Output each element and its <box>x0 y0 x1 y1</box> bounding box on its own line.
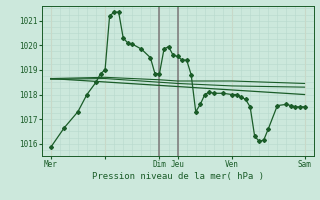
X-axis label: Pression niveau de la mer( hPa ): Pression niveau de la mer( hPa ) <box>92 172 264 181</box>
